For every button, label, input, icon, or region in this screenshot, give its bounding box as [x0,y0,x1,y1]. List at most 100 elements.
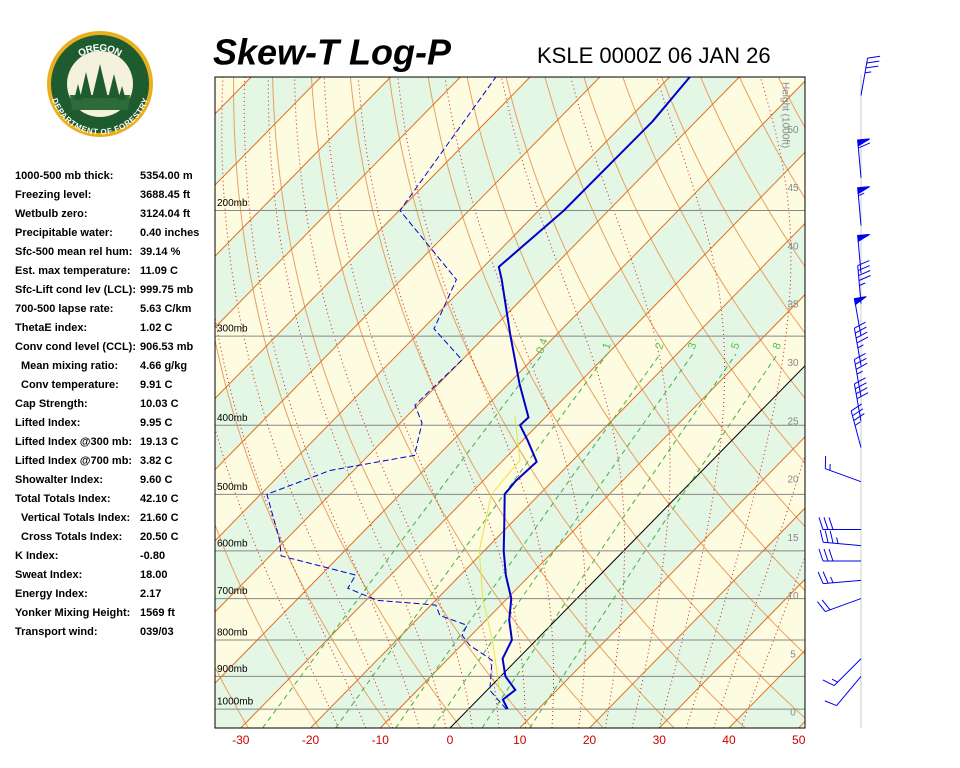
dry-adiabat [388,77,746,728]
barb-full [817,571,824,584]
stat-label: K Index: [15,550,58,562]
grid-line [310,222,805,728]
stat-label: ThetaE index: [15,322,87,334]
stat-value: 42.10 C [140,493,179,505]
mixing-ratio-line [395,353,661,728]
stat-value: 1.02 C [140,322,172,334]
barb-full [850,403,862,412]
barb-staff [853,359,862,397]
isotherm [215,77,391,257]
barb-full [856,336,869,344]
barb-half [830,576,834,583]
mixing-ratio-line [432,353,694,728]
isotherm [215,80,805,684]
barb-staff [823,579,862,585]
x-tick-label: 30 [653,733,667,747]
moist-adiabat [397,77,554,728]
stat-value: 18.00 [140,569,168,581]
stat-value: 906.53 mb [140,341,193,353]
stat-value: 039/03 [140,626,174,638]
logo: OREGON DEPARTMENT OF FORESTRY [47,31,153,137]
barb-full [828,517,834,530]
y-tick-label: 900mb [217,664,248,675]
x-tick-label: 10 [513,733,527,747]
stat-value: 11.09 C [140,265,178,277]
band [798,721,805,728]
logo-ground [70,95,130,110]
mixing-ratio-label: 5 [729,341,742,351]
stat-label: Wetbulb zero: [15,208,88,220]
stat-value: 3124.04 ft [140,208,190,220]
barb-half [859,282,866,286]
height-tick-label: 0 [790,708,796,719]
height-tick-label: 40 [787,241,799,252]
dry-adiabat [349,77,675,728]
chart-subtitle: KSLE 0000Z 06 JAN 26 [537,43,771,68]
stat-label: Energy Index: [15,588,88,600]
stat-label: Sfc-Lift cond lev (LCL): [15,284,136,296]
stat-value: 2.17 [140,588,161,600]
barb-full [824,530,829,543]
grid-line [449,365,805,728]
stat-label: Cross Totals Index: [21,531,122,543]
barb-full [854,321,866,329]
mixing-ratio-label: 2 [653,341,666,351]
stat-label: Lifted Index @300 mb: [15,436,132,448]
wind-barb [853,352,868,397]
barb-full [818,517,824,530]
stat-label: Est. max temperature: [15,265,131,277]
wind-barbs [817,55,881,707]
stat-value: 20.50 C [140,531,179,543]
mixing-ratio-line [335,353,608,728]
height-tick-label: 25 [787,416,799,427]
stat-label: Conv cond level (CCL): [15,341,136,353]
stat-value: 999.75 mb [140,284,193,296]
barb-full [855,362,868,370]
barb-staff [860,57,869,96]
barb-full [866,60,880,64]
grid-line [379,293,805,728]
barb-full [854,352,866,360]
grid-line [240,151,805,728]
chart-title: Skew-T Log-P [213,32,452,73]
barb-flag [853,296,867,306]
dry-adiabat [215,666,249,728]
stat-label: Transport wind: [15,626,98,638]
wind-barb [857,138,871,178]
dry-adiabat [233,77,462,728]
logo-top: OREGON [76,42,123,59]
barb-full [855,331,868,339]
grid-line [589,507,805,728]
moist-adiabat [740,555,805,728]
stat-label: Conv temperature: [21,379,119,391]
barb-half [836,537,839,544]
barb-full [856,392,869,400]
dry-adiabat [272,77,533,728]
barb-half [854,421,861,426]
stat-value: 4.66 g/kg [140,360,187,372]
height-tick-label: 20 [787,475,799,486]
barb-full [818,548,824,562]
moist-adiabat [221,77,394,728]
barb-full [855,382,867,390]
stat-value: 1569 ft [140,607,175,619]
isotherm [215,77,461,329]
temperature-line [497,77,691,710]
stat-value: 9.60 C [140,474,172,486]
height-tick-label: 50 [787,125,799,136]
stat-value: 3688.45 ft [140,189,190,201]
barb-full [855,357,867,365]
barb-staff [833,658,862,686]
barb-full [853,413,865,421]
stat-value: 0.40 inches [140,227,199,239]
barb-flag [857,186,870,195]
dry-adiabat [215,337,391,728]
barb-flag [857,138,870,147]
height-tick-label: 10 [787,591,799,602]
isotherm [215,77,740,613]
stat-label: Freezing level: [15,189,91,201]
stat-value: 5354.00 m [140,170,193,182]
x-tick-label: 40 [722,733,736,747]
stat-value: 21.60 C [140,512,179,524]
stat-value: 3.82 C [140,455,172,467]
